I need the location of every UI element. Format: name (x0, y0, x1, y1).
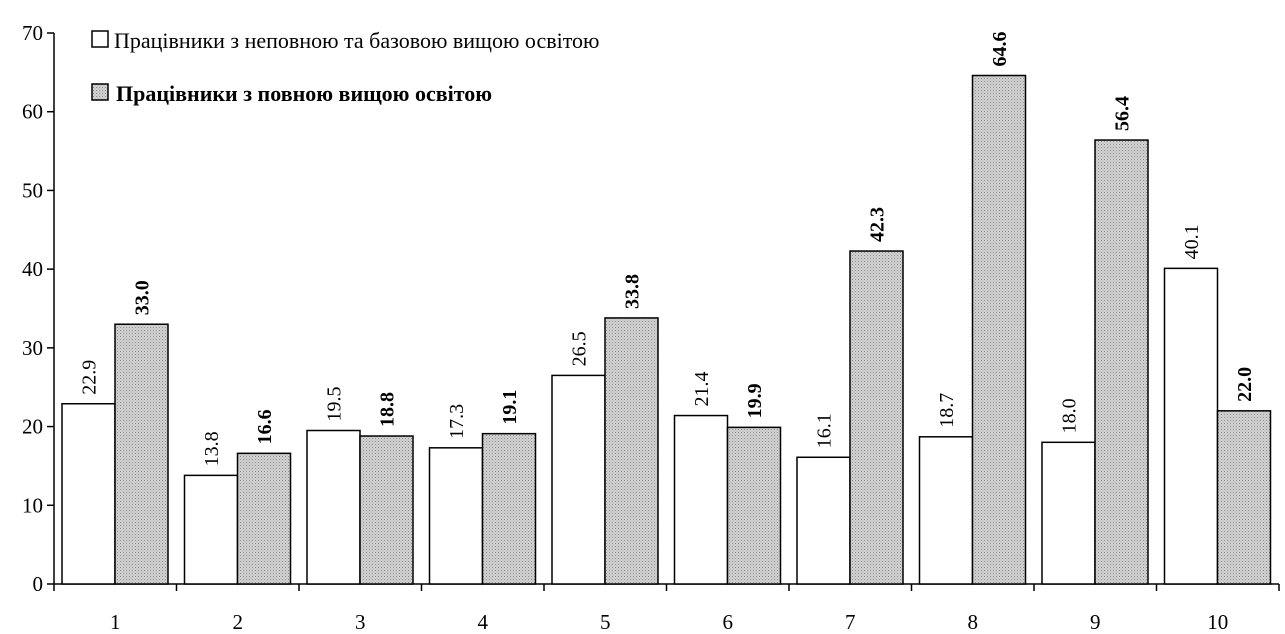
y-tick-label: 50 (22, 178, 43, 202)
bar-series-2 (971, 74, 1027, 585)
y-tick-label: 60 (22, 100, 43, 124)
data-label-series-1: 18.0 (1059, 398, 1081, 433)
x-tick-label: 10 (1207, 610, 1228, 634)
data-label-series-2: 56.4 (1112, 96, 1134, 131)
bar-series-2 (1094, 139, 1149, 585)
bar-series-2 (481, 432, 537, 585)
bar-series-1 (673, 414, 729, 585)
x-tick-label: 4 (478, 610, 489, 634)
legend-label-series-1: Працівники з неповною та базовою вищою о… (114, 28, 599, 53)
data-label-series-1: 21.4 (691, 372, 713, 407)
legend-swatch-series-1 (91, 30, 109, 48)
x-tick-label: 3 (355, 610, 366, 634)
y-tick-label: 70 (22, 21, 43, 45)
data-label-series-2: 19.9 (744, 383, 766, 418)
bar-series-1 (306, 429, 361, 585)
y-tick-label: 20 (22, 415, 43, 439)
bar-series-1 (428, 447, 484, 585)
bar-series-2 (726, 426, 782, 585)
x-tick-label: 8 (968, 610, 979, 634)
data-label-series-2: 22.0 (1234, 367, 1256, 402)
data-label-series-2: 33.0 (132, 280, 154, 315)
bar-series-2 (1216, 410, 1272, 585)
bar-series-2 (359, 435, 414, 585)
y-tick-label: 30 (22, 336, 43, 360)
data-label-series-2: 42.3 (867, 207, 889, 242)
x-tick-label: 1 (110, 610, 121, 634)
data-label-series-1: 18.7 (936, 393, 958, 428)
bar-series-1 (796, 456, 851, 585)
x-tick-label: 6 (723, 610, 734, 634)
bar-series-1 (61, 402, 116, 585)
bar-series-1 (551, 374, 606, 585)
data-label-series-1: 16.1 (814, 413, 836, 448)
data-label-series-1: 13.8 (201, 431, 223, 466)
bar-series-2 (114, 323, 169, 585)
bar-series-1 (1041, 441, 1096, 585)
x-tick-label: 7 (845, 610, 856, 634)
y-tick-label: 40 (22, 257, 43, 281)
legend-label-series-2: Працівники з повною вищою освітою (116, 81, 492, 106)
data-label-series-2: 16.6 (254, 409, 276, 444)
bar-series-1 (183, 474, 239, 585)
y-tick-label: 10 (22, 493, 43, 517)
data-label-series-2: 18.8 (377, 392, 399, 427)
bar-series-2 (849, 250, 904, 585)
legend: Працівники з неповною та базовою вищою о… (91, 28, 599, 106)
data-labels: 22.9 13.8 19.5 17.3 26.5 21.4 16.1 18.7 18.0 40.1… (79, 32, 1257, 467)
bar-series-1 (918, 436, 974, 585)
bar-series-2 (604, 317, 659, 585)
data-label-series-2: 64.6 (989, 32, 1011, 67)
data-label-series-1: 19.5 (324, 387, 346, 422)
data-label-series-1: 22.9 (79, 360, 101, 395)
data-label-series-1: 26.5 (569, 331, 591, 366)
bar-series-2 (236, 452, 292, 585)
legend-swatch-series-2 (91, 83, 109, 101)
y-tick-label: 0 (33, 572, 44, 596)
data-label-series-2: 19.1 (499, 390, 521, 425)
x-tick-label: 9 (1090, 610, 1101, 634)
bars (61, 74, 1272, 585)
data-label-series-2: 33.8 (622, 274, 644, 309)
bar-series-1 (1163, 267, 1219, 585)
x-tick-label: 2 (233, 610, 244, 634)
x-tick-label: 5 (600, 610, 611, 634)
data-label-series-1: 40.1 (1181, 224, 1203, 259)
data-label-series-1: 17.3 (446, 404, 468, 439)
